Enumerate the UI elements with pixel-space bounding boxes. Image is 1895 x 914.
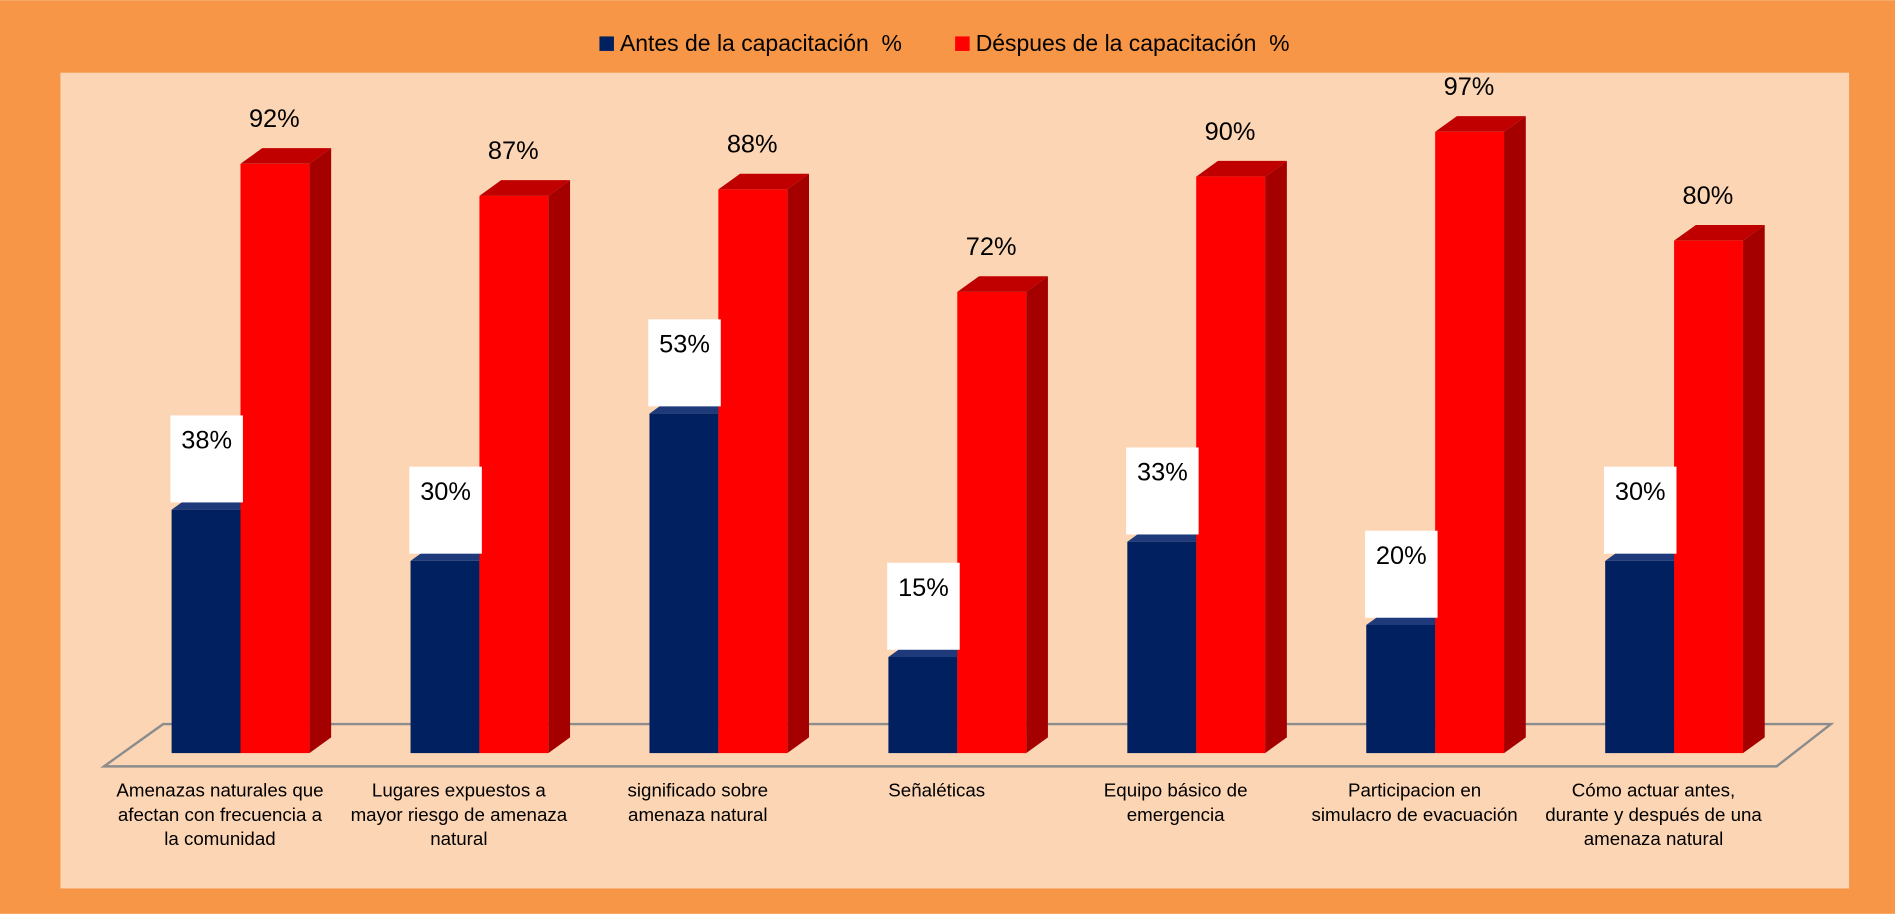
value-label-box	[409, 466, 482, 554]
x-tick-label-box: Lugares expuestos a mayor riesgo de amen…	[350, 780, 568, 850]
bar	[1196, 160, 1287, 754]
value-label-box	[1603, 466, 1677, 554]
value-label: 90%	[1205, 118, 1256, 146]
value-label-box	[170, 415, 243, 503]
value-label: 30%	[420, 478, 471, 506]
bar-top	[1435, 116, 1526, 132]
x-tick-label-box: Señaléticas	[888, 780, 986, 802]
x-tick-label-box: Participacion en simulacro de evacuación	[1311, 780, 1518, 826]
value-label: 53%	[659, 331, 710, 359]
bar-side	[1742, 224, 1765, 754]
value-label: 15%	[898, 574, 949, 602]
bar	[957, 276, 1048, 754]
bar-front	[171, 509, 241, 754]
bar-front	[957, 291, 1027, 754]
floor	[100, 722, 1835, 768]
bar-front	[1605, 560, 1675, 754]
legend-label: Déspues de la capacitación %	[976, 30, 1290, 56]
value-label-box	[887, 562, 960, 650]
bar-top	[1674, 224, 1765, 241]
x-tick-label: Amenazas naturales que afectan con frecu…	[116, 780, 324, 850]
bar-side	[548, 180, 571, 754]
bar-top	[1196, 160, 1287, 177]
bar-front	[1127, 541, 1197, 754]
value-label: 33%	[1137, 459, 1188, 487]
legend-label: Antes de la capacitación %	[620, 30, 902, 56]
value-label: 20%	[1376, 542, 1427, 570]
bar-front	[1366, 624, 1436, 754]
bar-side	[1265, 160, 1287, 754]
x-tick-label: Cómo actuar antes, durante y después de …	[1545, 780, 1762, 850]
value-label: 92%	[249, 105, 300, 133]
value-label-box	[1126, 447, 1199, 535]
x-tick-label: significado sobre amenaza natural	[627, 780, 769, 826]
bar-top	[718, 173, 810, 190]
bar-side	[787, 173, 810, 754]
bar-side	[309, 148, 332, 754]
value-label: 97%	[1444, 73, 1495, 101]
bar-side	[1026, 276, 1048, 754]
bar-top	[479, 180, 571, 196]
value-label-box	[1365, 530, 1438, 618]
bar-front	[888, 657, 958, 754]
x-tick-label-box: Equipo básico de emergencia	[1103, 780, 1248, 826]
bar	[718, 173, 810, 754]
x-tick-label-box: Amenazas naturales que afectan con frecu…	[116, 780, 324, 850]
bar-front	[1196, 176, 1266, 754]
bar-front	[649, 413, 719, 754]
value-label: 38%	[181, 427, 232, 455]
x-tick-label: Señaléticas	[888, 780, 986, 802]
value-label: 88%	[727, 131, 778, 159]
value-label: 30%	[1615, 478, 1666, 506]
bar-front	[240, 163, 310, 754]
x-tick-label-box: significado sobre amenaza natural	[627, 780, 769, 826]
value-label: 80%	[1683, 182, 1734, 210]
bar	[1674, 224, 1765, 754]
legend-swatch	[599, 36, 614, 51]
bar-front	[1435, 131, 1505, 754]
bar-top	[957, 276, 1048, 292]
legend-swatch	[955, 36, 970, 51]
value-label-box	[648, 319, 721, 407]
bar	[240, 148, 332, 754]
x-tick-label: Lugares expuestos a mayor riesgo de amen…	[350, 780, 568, 850]
bar	[1605, 545, 1696, 754]
x-tick-label-box: Cómo actuar antes, durante y después de …	[1545, 780, 1762, 850]
bar	[479, 180, 571, 754]
x-tick-label: Equipo básico de emergencia	[1103, 780, 1248, 826]
bar-front	[479, 195, 549, 754]
bar-top	[240, 148, 332, 164]
bar-front	[718, 189, 788, 754]
value-label: 72%	[966, 233, 1017, 261]
x-tick-label: Participacion en simulacro de evacuación	[1311, 780, 1518, 826]
bar-side	[1504, 116, 1526, 754]
value-label: 87%	[488, 137, 539, 165]
bar-front	[1674, 240, 1743, 754]
bar	[1435, 116, 1526, 754]
bar-front	[410, 560, 480, 754]
